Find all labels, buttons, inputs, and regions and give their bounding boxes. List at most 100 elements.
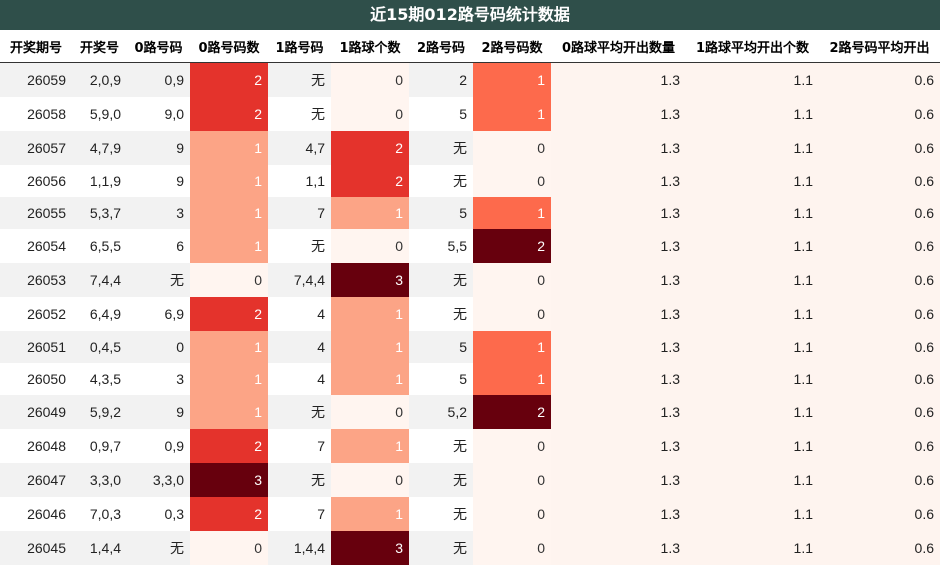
- route1-count-cell: 0: [331, 62, 409, 97]
- route1-count-cell: 2: [331, 164, 409, 197]
- route2-numbers-cell: 无: [409, 428, 473, 463]
- route0-numbers-cell: 0: [127, 330, 190, 363]
- draw-cell: 7,4,4: [72, 262, 127, 297]
- issue-cell: 26057: [0, 130, 72, 165]
- route0-avg-cell: 1.3: [551, 164, 686, 197]
- table-row: 26056 1,1,9 9 1 1,1 2 无 0 1.3 1.1 0.6: [0, 164, 940, 197]
- route0-numbers-cell: 0,3: [127, 496, 190, 531]
- route0-count-cell: 1: [190, 130, 268, 165]
- route2-numbers-cell: 无: [409, 262, 473, 297]
- route1-avg-cell: 1.1: [686, 96, 819, 131]
- col-header-draw: 开奖号: [72, 30, 127, 63]
- table-row: 26057 4,7,9 9 1 4,7 2 无 0 1.3 1.1 0.6: [0, 130, 940, 165]
- route2-avg-cell: 0.6: [819, 428, 940, 463]
- route1-count-cell: 1: [331, 330, 409, 363]
- route0-count-cell: 3: [190, 462, 268, 497]
- issue-cell: 26053: [0, 262, 72, 297]
- route1-numbers-cell: 7,4,4: [268, 262, 331, 297]
- route0-avg-cell: 1.3: [551, 228, 686, 263]
- route0-count-cell: 2: [190, 496, 268, 531]
- route1-numbers-cell: 7: [268, 196, 331, 229]
- route0-avg-cell: 1.3: [551, 330, 686, 363]
- draw-cell: 2,0,9: [72, 62, 127, 97]
- col-header-route1-avg: 1路球平均开出个数: [686, 30, 819, 63]
- route1-numbers-cell: 无: [268, 62, 331, 97]
- route2-numbers-cell: 无: [409, 164, 473, 197]
- route2-count-cell: 1: [473, 330, 551, 363]
- route0-count-cell: 0: [190, 262, 268, 297]
- route0-avg-cell: 1.3: [551, 394, 686, 429]
- route2-count-cell: 0: [473, 296, 551, 331]
- table-row: 26050 4,3,5 3 1 4 1 5 1 1.3 1.1 0.6: [0, 362, 940, 395]
- route2-count-cell: 1: [473, 96, 551, 131]
- draw-cell: 7,0,3: [72, 496, 127, 531]
- col-header-route0-count: 0路号码数: [190, 30, 268, 63]
- route1-numbers-cell: 1,1: [268, 164, 331, 197]
- route1-numbers-cell: 7: [268, 428, 331, 463]
- route0-avg-cell: 1.3: [551, 62, 686, 97]
- col-header-route1-count: 1路球个数: [331, 30, 409, 63]
- route1-avg-cell: 1.1: [686, 362, 819, 395]
- route1-avg-cell: 1.1: [686, 530, 819, 565]
- route1-avg-cell: 1.1: [686, 196, 819, 229]
- table-row: 26053 7,4,4 无 0 7,4,4 3 无 0 1.3 1.1 0.6: [0, 262, 940, 297]
- route0-avg-cell: 1.3: [551, 296, 686, 331]
- route0-numbers-cell: 无: [127, 262, 190, 297]
- table-row: 26058 5,9,0 9,0 2 无 0 5 1 1.3 1.1 0.6: [0, 96, 940, 131]
- issue-cell: 26059: [0, 62, 72, 97]
- route2-numbers-cell: 无: [409, 296, 473, 331]
- route1-count-cell: 2: [331, 130, 409, 165]
- route1-count-cell: 0: [331, 394, 409, 429]
- route1-numbers-cell: 无: [268, 394, 331, 429]
- route0-numbers-cell: 9: [127, 130, 190, 165]
- draw-cell: 0,9,7: [72, 428, 127, 463]
- issue-cell: 26055: [0, 196, 72, 229]
- route0-count-cell: 1: [190, 330, 268, 363]
- route2-count-cell: 0: [473, 262, 551, 297]
- route2-avg-cell: 0.6: [819, 96, 940, 131]
- header-row: 开奖期号 开奖号 0路号码 0路号码数 1路号码 1路球个数 2路号码 2路号码…: [0, 30, 940, 63]
- route0-numbers-cell: 3: [127, 362, 190, 395]
- route1-numbers-cell: 无: [268, 228, 331, 263]
- col-header-route0-avg: 0路球平均开出数量: [551, 30, 686, 63]
- issue-cell: 26052: [0, 296, 72, 331]
- route2-numbers-cell: 5: [409, 362, 473, 395]
- table-row: 26045 1,4,4 无 0 1,4,4 3 无 0 1.3 1.1 0.6: [0, 530, 940, 565]
- col-header-route1-numbers: 1路号码: [268, 30, 331, 63]
- route1-count-cell: 1: [331, 362, 409, 395]
- route1-avg-cell: 1.1: [686, 462, 819, 497]
- route0-avg-cell: 1.3: [551, 262, 686, 297]
- route1-numbers-cell: 无: [268, 96, 331, 131]
- route1-avg-cell: 1.1: [686, 496, 819, 531]
- route1-count-cell: 1: [331, 496, 409, 531]
- route2-count-cell: 0: [473, 428, 551, 463]
- draw-cell: 1,4,4: [72, 530, 127, 565]
- table-row: 26059 2,0,9 0,9 2 无 0 2 1 1.3 1.1 0.6: [0, 62, 940, 97]
- route0-count-cell: 1: [190, 196, 268, 229]
- route2-count-cell: 0: [473, 530, 551, 565]
- route2-avg-cell: 0.6: [819, 164, 940, 197]
- table-row: 26054 6,5,5 6 1 无 0 5,5 2 1.3 1.1 0.6: [0, 228, 940, 263]
- route0-count-cell: 1: [190, 362, 268, 395]
- route2-avg-cell: 0.6: [819, 362, 940, 395]
- route1-count-cell: 1: [331, 428, 409, 463]
- route2-avg-cell: 0.6: [819, 496, 940, 531]
- route0-numbers-cell: 9: [127, 164, 190, 197]
- route1-count-cell: 3: [331, 262, 409, 297]
- route0-numbers-cell: 无: [127, 530, 190, 565]
- route0-count-cell: 2: [190, 96, 268, 131]
- route2-numbers-cell: 无: [409, 530, 473, 565]
- route2-avg-cell: 0.6: [819, 262, 940, 297]
- route0-numbers-cell: 6,9: [127, 296, 190, 331]
- route0-numbers-cell: 0,9: [127, 428, 190, 463]
- table-row: 26055 5,3,7 3 1 7 1 5 1 1.3 1.1 0.6: [0, 196, 940, 229]
- draw-cell: 1,1,9: [72, 164, 127, 197]
- stats-table: 开奖期号 开奖号 0路号码 0路号码数 1路号码 1路球个数 2路号码 2路号码…: [0, 30, 940, 565]
- route2-avg-cell: 0.6: [819, 462, 940, 497]
- route0-numbers-cell: 0,9: [127, 62, 190, 97]
- route1-numbers-cell: 4,7: [268, 130, 331, 165]
- route1-avg-cell: 1.1: [686, 428, 819, 463]
- route0-avg-cell: 1.3: [551, 362, 686, 395]
- route2-avg-cell: 0.6: [819, 228, 940, 263]
- route2-count-cell: 2: [473, 228, 551, 263]
